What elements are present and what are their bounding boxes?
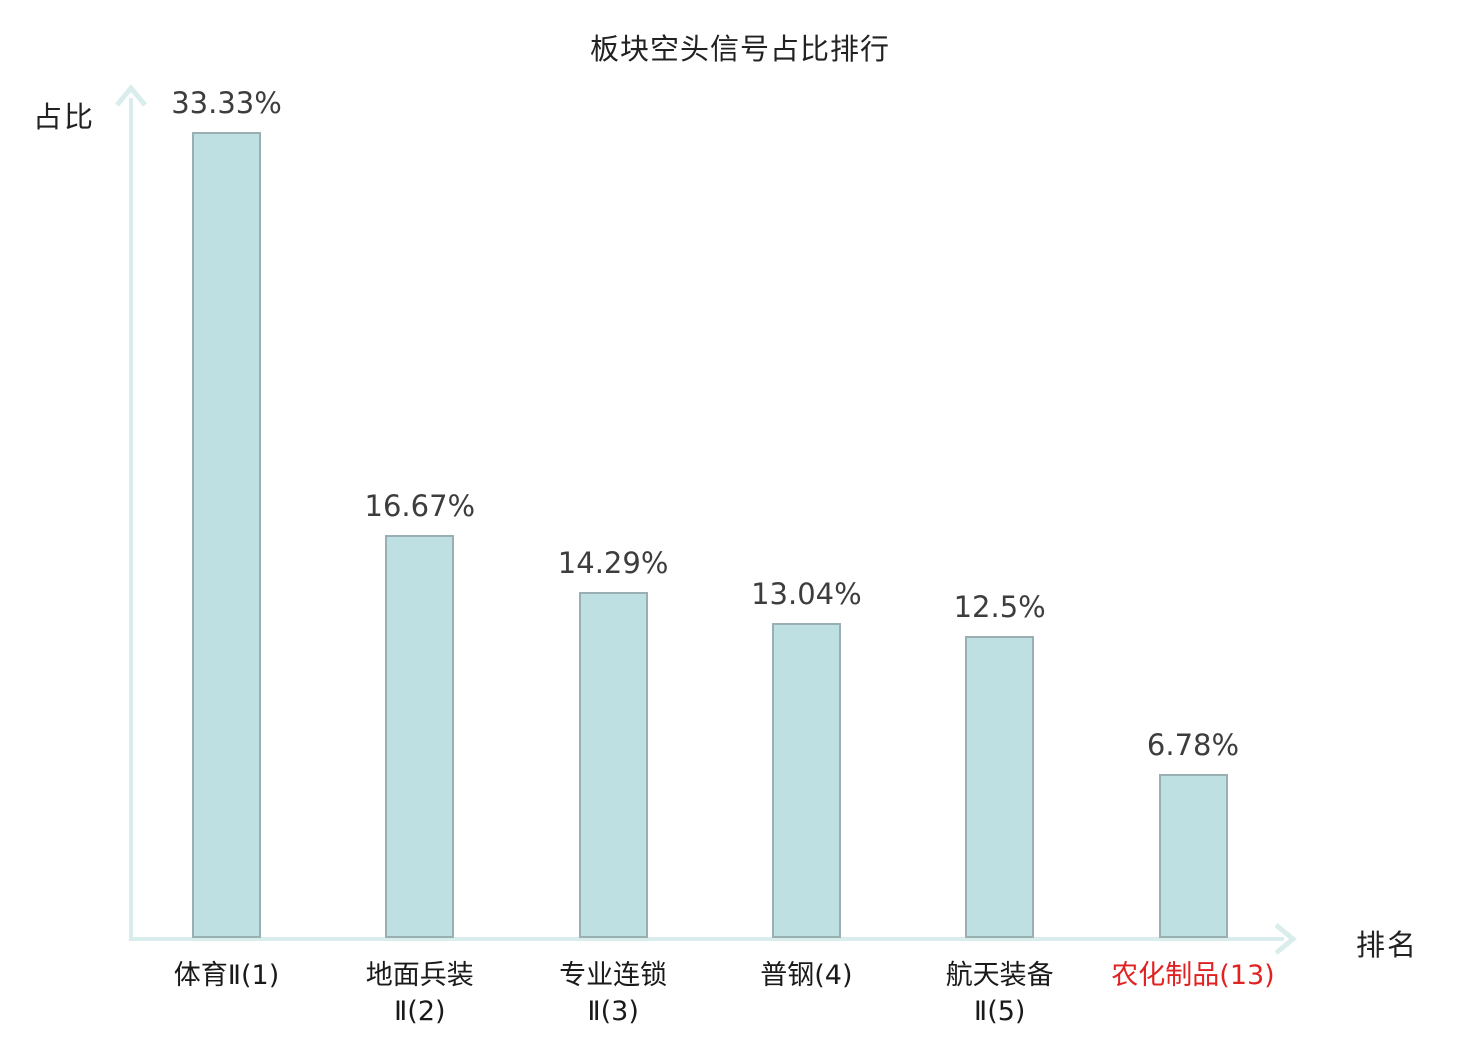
bar-value-label: 6.78% (1146, 728, 1240, 762)
x-tick-label: 专业连锁 Ⅱ(3) (483, 958, 743, 1030)
y-axis-label: 占比 (33, 100, 96, 134)
x-tick-label-line: 普钢(4) (760, 960, 853, 991)
chart-title: 板块空头信号占比排行 (589, 32, 890, 66)
bar-value-label: 33.33% (171, 86, 282, 120)
x-tick-label-line: 农化制品(13) (1111, 960, 1275, 991)
x-tick-label-line: 专业连锁 (559, 960, 668, 991)
x-tick-label-line: 体育Ⅱ(1) (173, 960, 280, 991)
bar-value-label: 13.04% (751, 577, 862, 611)
x-tick-label: 地面兵装 Ⅱ(2) (290, 958, 550, 1030)
bar (192, 132, 261, 938)
bar-value-label: 12.5% (953, 590, 1046, 624)
x-tick-label: 体育Ⅱ(1) (97, 958, 357, 994)
x-tick-label: 航天装备 Ⅱ(5) (870, 958, 1130, 1030)
x-axis-arrow-icon (1274, 923, 1297, 955)
x-tick-label-line: 航天装备 (945, 960, 1054, 991)
bar (771, 623, 841, 938)
x-tick-label: 普钢(4) (676, 958, 936, 994)
x-tick-label-line: Ⅱ(2) (394, 996, 446, 1027)
bar-value-label: 14.29% (557, 546, 669, 580)
bar (1158, 774, 1228, 938)
x-axis-label: 排名 (1356, 928, 1419, 962)
x-tick-label-line: Ⅱ(3) (587, 996, 639, 1027)
bar (385, 535, 455, 938)
y-axis-arrow-icon (115, 84, 147, 107)
x-tick-label-line: 地面兵装 (365, 960, 474, 991)
bar (578, 592, 648, 938)
x-tick-label: 农化制品(13) (1063, 958, 1323, 994)
x-tick-label-line: Ⅱ(5) (973, 996, 1026, 1027)
bar-value-label: 16.67% (364, 489, 476, 523)
bar (965, 636, 1035, 938)
